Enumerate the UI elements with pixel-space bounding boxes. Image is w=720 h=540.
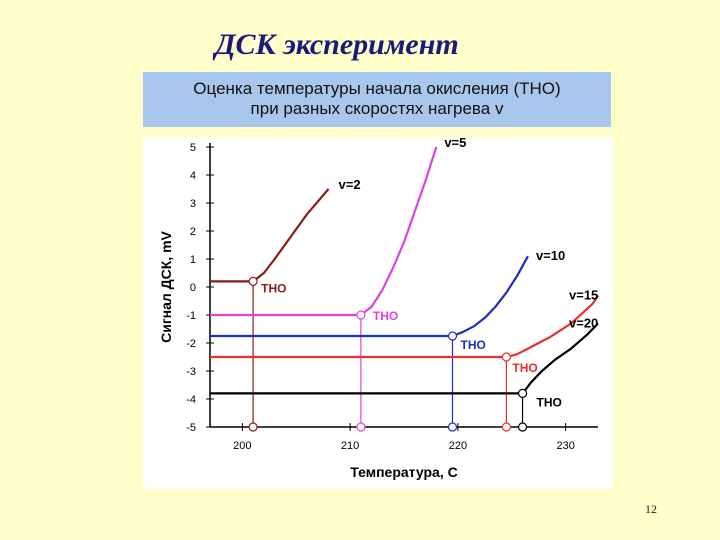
subtitle-line-2: при разных скоростях нагрева v [250,99,504,118]
tho-marker [248,276,258,286]
chart-area: 5 4 3 2 1 0 -1 -2 -3 -4 -5 200 210 220 230 Температура,… [143,137,613,489]
x-tick-label: 230 [556,440,574,452]
tho-label: ТНО [461,338,486,352]
series-line-v-20 [210,322,599,395]
tho-marker [517,388,528,398]
x-tick-label: 220 [449,440,467,452]
tho-axis-marker [517,422,528,432]
y-tick-label: 2 [190,226,196,238]
slide-title: ДСК эксперимент [215,28,459,61]
x-tick-label: 200 [233,440,251,452]
y-tick-label: 1 [190,254,196,266]
tho-axis-marker [501,422,511,432]
series-label: v=2 [339,177,361,192]
subtitle-box: Оценка температуры начала окисления (ТНО… [143,72,611,127]
tho-marker [356,310,366,320]
y-tick-label: 5 [190,142,196,154]
x-tick-label: 210 [341,440,359,452]
tho-marker [447,331,458,341]
y-tick-label: -2 [186,338,196,350]
tho-label: ТНО [261,281,286,295]
series-line-v-2 [210,188,330,283]
tho-axis-marker [248,422,258,432]
tho-label: ТНО [537,395,562,409]
subtitle-line-1: Оценка температуры начала окисления (ТНО… [193,79,561,98]
y-tick-label: -5 [186,422,196,434]
series-label: v=20 [569,315,598,330]
tho-axis-marker [356,422,366,432]
series-line-v-15 [210,294,599,359]
x-axis-label: Температура, С [350,464,457,480]
series-line-v-5 [210,146,438,317]
series-label: v=5 [444,137,466,150]
y-tick-label: -3 [186,366,196,378]
y-axis-label: Сигнал ДСК, mV [158,230,174,342]
tho-marker [501,352,511,362]
page-number: 12 [645,502,657,516]
y-tick-label: 3 [190,198,196,210]
y-tick-label: 4 [190,170,196,182]
y-tick-label: -1 [186,310,196,322]
series-label: v=15 [569,287,598,302]
y-tick-label: 0 [190,282,196,294]
tho-axis-marker [447,422,458,432]
series-label: v=10 [536,248,565,263]
tho-label: ТНО [373,309,398,323]
y-tick-label: -4 [186,394,196,406]
series-line-v-10 [210,255,529,338]
tho-label: ТНО [512,361,537,375]
